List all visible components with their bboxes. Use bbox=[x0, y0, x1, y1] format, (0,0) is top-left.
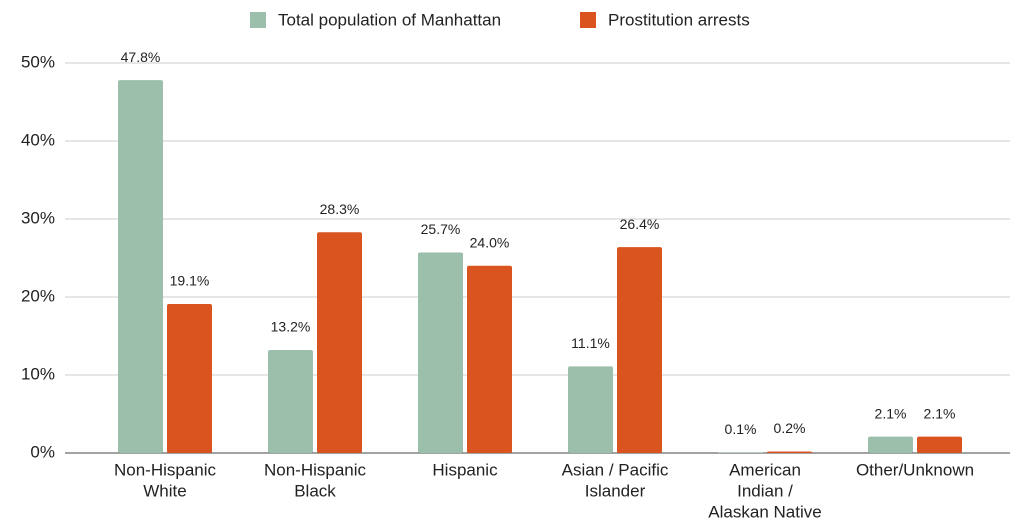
value-label: 25.7% bbox=[421, 221, 461, 237]
value-label: 24.0% bbox=[470, 235, 510, 251]
value-label: 28.3% bbox=[320, 201, 360, 217]
value-label: 0.2% bbox=[774, 420, 806, 436]
legend-swatch bbox=[580, 12, 596, 28]
x-tick-label: Hispanic bbox=[432, 460, 498, 479]
bar bbox=[868, 436, 913, 453]
bar bbox=[118, 80, 163, 453]
value-label: 0.1% bbox=[725, 421, 757, 437]
x-tick-label: Non-Hispanic bbox=[264, 460, 367, 479]
y-tick-label: 40% bbox=[21, 130, 55, 149]
bar bbox=[568, 366, 613, 453]
legend-label: Total population of Manhattan bbox=[278, 10, 501, 29]
bar bbox=[268, 350, 313, 453]
value-label: 47.8% bbox=[121, 49, 161, 65]
x-tick-label: White bbox=[143, 481, 186, 500]
bar bbox=[167, 304, 212, 453]
bar bbox=[418, 252, 463, 453]
y-tick-label: 50% bbox=[21, 52, 55, 71]
y-tick-label: 30% bbox=[21, 208, 55, 227]
value-label: 26.4% bbox=[620, 216, 660, 232]
x-tick-label: Non-Hispanic bbox=[114, 460, 217, 479]
x-tick-label: Black bbox=[294, 481, 336, 500]
value-label: 2.1% bbox=[875, 405, 907, 421]
value-label: 2.1% bbox=[924, 405, 956, 421]
y-tick-label: 20% bbox=[21, 286, 55, 305]
bar bbox=[718, 452, 763, 453]
bar bbox=[617, 247, 662, 453]
x-tick-label: Other/Unknown bbox=[856, 460, 974, 479]
x-tick-label: Alaskan Native bbox=[708, 502, 821, 521]
x-tick-label: Asian / Pacific bbox=[562, 460, 669, 479]
value-label: 13.2% bbox=[271, 319, 311, 335]
value-label: 11.1% bbox=[571, 335, 610, 351]
bar bbox=[467, 265, 512, 453]
x-tick-label: Islander bbox=[585, 481, 646, 500]
y-tick-label: 10% bbox=[21, 364, 55, 383]
value-label: 19.1% bbox=[170, 273, 210, 289]
x-tick-label: Indian / bbox=[737, 481, 793, 500]
bar bbox=[917, 436, 962, 453]
y-tick-label: 0% bbox=[30, 442, 55, 461]
bar bbox=[317, 232, 362, 453]
bar bbox=[767, 451, 812, 453]
legend-label: Prostitution arrests bbox=[608, 10, 750, 29]
x-tick-label: American bbox=[729, 460, 801, 479]
legend-swatch bbox=[250, 12, 266, 28]
